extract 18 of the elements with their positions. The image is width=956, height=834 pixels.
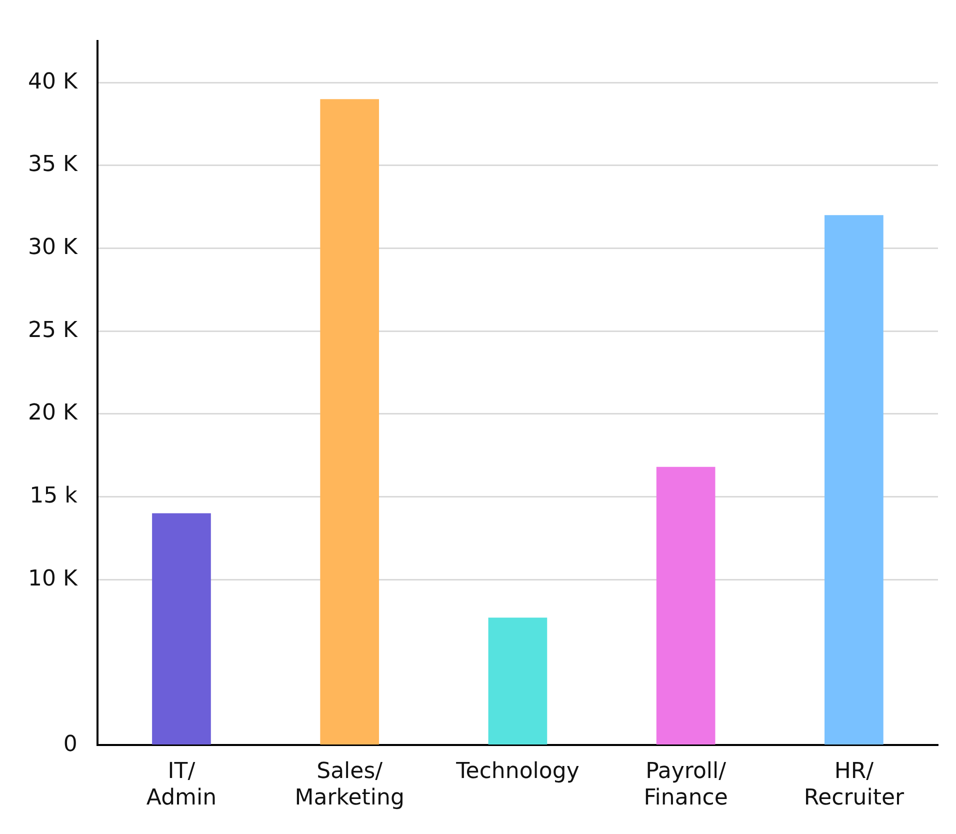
y-tick-label: 35 K bbox=[28, 152, 78, 178]
bar bbox=[488, 618, 548, 744]
y-tick-label: 15 k bbox=[30, 483, 78, 508]
bar bbox=[824, 215, 884, 744]
y-tick-label: 40 K bbox=[28, 69, 78, 94]
y-tick-label: 30 K bbox=[28, 234, 78, 260]
x-tick-label: Payroll/ Finance bbox=[644, 759, 728, 811]
x-tick-label: Sales/ Marketing bbox=[294, 759, 404, 811]
y-tick-label: 0 bbox=[63, 732, 78, 757]
y-tick-label: 20 K bbox=[28, 400, 78, 426]
x-tick-label: Technology bbox=[455, 759, 580, 784]
bar bbox=[320, 99, 380, 744]
y-tick-label: 25 K bbox=[28, 318, 78, 343]
y-tick-label: 10 K bbox=[28, 566, 78, 592]
x-tick-label: IT/ Admin bbox=[146, 759, 217, 811]
bar bbox=[656, 466, 716, 744]
bar bbox=[152, 513, 211, 744]
x-tick-label: HR/ Recruiter bbox=[804, 759, 906, 811]
